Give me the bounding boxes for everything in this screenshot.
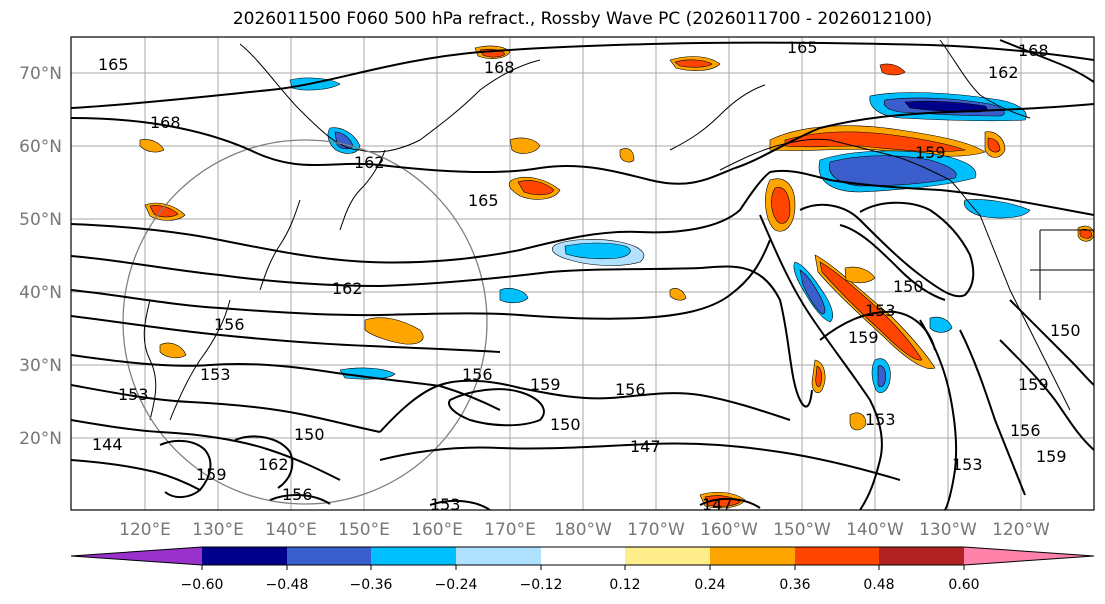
contour-label: 168	[150, 113, 181, 132]
contour-label: 162	[258, 455, 289, 474]
lon-label: 160°E	[411, 520, 463, 540]
colorbar-cell	[879, 547, 964, 565]
map-frame	[70, 36, 1095, 511]
contour-label: 153	[200, 365, 231, 384]
colorbar-cell	[71, 547, 202, 565]
colorbar: −0.60 −0.48 −0.36 −0.24 −0.12 0.12 0.24 …	[70, 546, 1095, 593]
contour-label: 162	[354, 153, 385, 172]
colorbar-tick-label: 0.12	[609, 577, 640, 593]
lat-label: 40°N	[19, 283, 62, 303]
contour-label: 156	[282, 485, 313, 504]
coastlines	[143, 39, 1094, 421]
colorbar-tick-label: 0.60	[948, 577, 979, 593]
lon-label: 140°W	[846, 520, 904, 540]
contour-label: 165	[787, 38, 818, 57]
map-title: 2026011500 F060 500 hPa refract., Rossby…	[232, 9, 933, 29]
colorbar-tick-label: −0.24	[435, 577, 478, 593]
lon-label: 140°E	[265, 520, 317, 540]
contour-label: 150	[294, 425, 325, 444]
colorbar-cell	[710, 547, 795, 565]
lon-label: 120°E	[119, 520, 171, 540]
contour-label: 153	[118, 385, 149, 404]
contour-label: 153	[865, 301, 896, 320]
lon-label: 150°W	[773, 520, 831, 540]
colorbar-cell	[202, 547, 287, 565]
lon-label: 130°W	[919, 520, 977, 540]
colorbar-tick-label: 0.48	[863, 577, 894, 593]
colorbar-cell	[371, 547, 456, 565]
colorbar-tick-label: −0.12	[520, 577, 563, 593]
lat-label: 60°N	[19, 137, 62, 157]
contour-label: 156	[1010, 421, 1041, 440]
colorbar-cell	[287, 547, 371, 565]
colorbar-cell	[541, 547, 625, 565]
height-contours	[71, 39, 1094, 510]
lat-label: 50°N	[19, 210, 62, 230]
contour-label: 162	[988, 63, 1019, 82]
longitude-labels: 120°E 130°E 140°E 150°E 160°E 170°E 180°…	[119, 520, 1050, 540]
contour-label: 159	[848, 328, 879, 347]
lon-label: 180°W	[554, 520, 612, 540]
lon-label: 120°W	[992, 520, 1050, 540]
lon-label: 130°E	[192, 520, 244, 540]
lon-label: 170°E	[484, 520, 536, 540]
colorbar-tick-label: 0.24	[694, 577, 725, 593]
contour-label: 144	[92, 435, 123, 454]
contour-label: 159	[1018, 375, 1049, 394]
contour-label: 156	[462, 365, 493, 384]
contour-label: 165	[98, 55, 129, 74]
colorbar-cell	[625, 547, 710, 565]
lat-label: 30°N	[19, 356, 62, 376]
contour-label: 156	[615, 380, 646, 399]
contour-label: 150	[893, 277, 924, 296]
contour-label: 159	[1036, 447, 1067, 466]
contour-label: 147	[630, 437, 661, 456]
lat-label: 70°N	[19, 64, 62, 84]
contour-label: 156	[214, 315, 245, 334]
colorbar-tick-label: −0.36	[350, 577, 393, 593]
contour-label: 150	[1050, 321, 1081, 340]
contour-label: 168	[484, 58, 515, 77]
lon-label: 160°W	[700, 520, 758, 540]
colorbar-tick-label: −0.60	[181, 577, 224, 593]
colorbar-cell	[456, 547, 541, 565]
colorbar-tick-label: 0.36	[779, 577, 810, 593]
contour-label: 153	[952, 455, 983, 474]
contour-labels: 165 168 168 162 168 162 165 159 162 156 …	[92, 38, 1081, 514]
contour-label: 153	[430, 495, 461, 514]
contour-label: 147	[702, 495, 733, 514]
lat-label: 20°N	[19, 429, 62, 449]
latitude-labels: 70°N 60°N 50°N 40°N 30°N 20°N	[19, 64, 62, 449]
colorbar-tick-label: −0.48	[266, 577, 309, 593]
colorbar-cell	[964, 547, 1094, 565]
lon-label: 170°W	[627, 520, 685, 540]
contour-label: 159	[915, 143, 946, 162]
lon-label: 150°E	[338, 520, 390, 540]
contour-label: 159	[196, 465, 227, 484]
contour-label: 162	[332, 279, 363, 298]
contour-label: 168	[1018, 41, 1049, 60]
contour-label: 153	[865, 410, 896, 429]
contour-label: 150	[550, 415, 581, 434]
contour-label: 159	[530, 375, 561, 394]
contour-label: 165	[468, 191, 499, 210]
colorbar-cell	[795, 547, 879, 565]
